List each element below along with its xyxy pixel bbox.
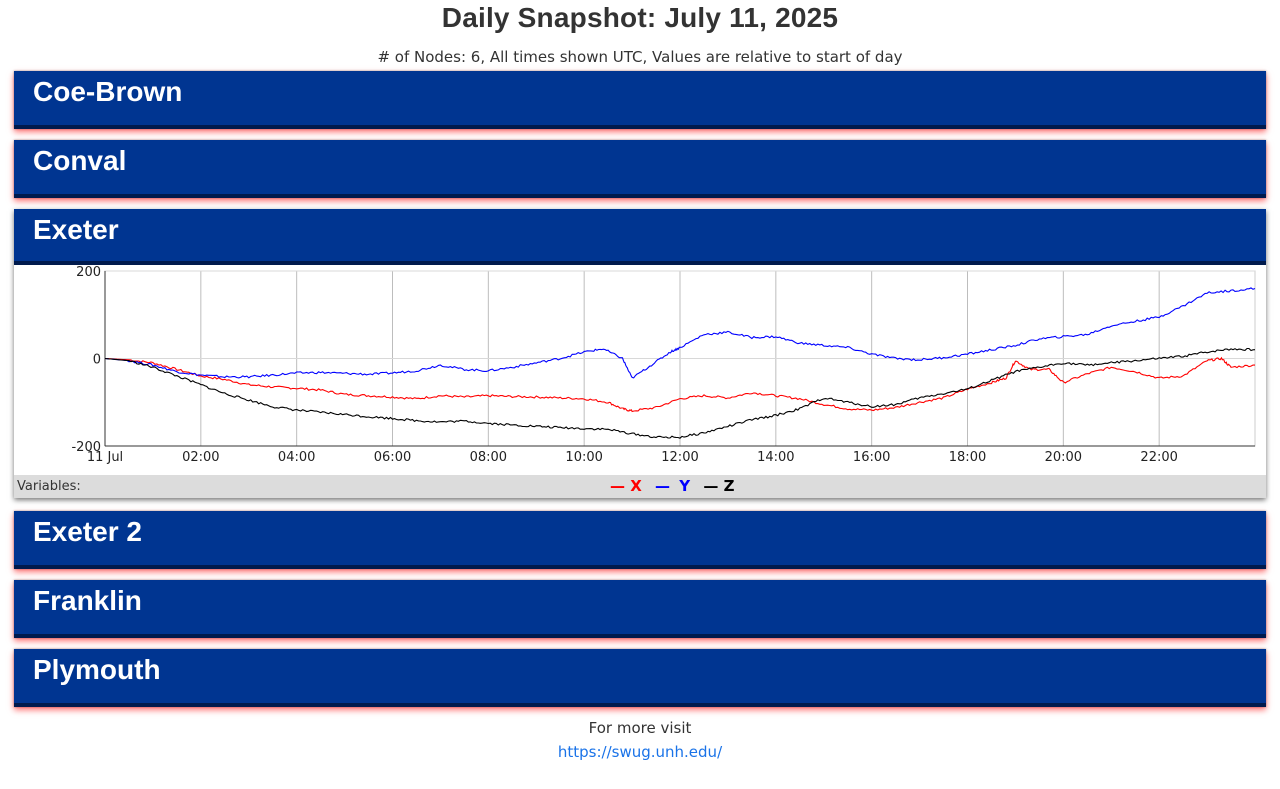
- variables-label: Variables:: [17, 479, 81, 494]
- node-panel-exeter-expanded: Exeter 200 0 -200 11 Jul 02:00 04:00 06:00 08:0…: [14, 209, 1266, 498]
- x-tick-label: 22:00: [1140, 450, 1177, 465]
- x-tick-label: 20:00: [1045, 450, 1082, 465]
- node-header-exeter[interactable]: Exeter: [14, 209, 1266, 265]
- x-tick-label: 11 Jul: [87, 450, 123, 465]
- legend-item-y[interactable]: — Y: [655, 477, 691, 495]
- series-line-y: [104, 287, 1256, 379]
- x-tick-label: 12:00: [661, 450, 698, 465]
- x-tick-label: 08:00: [470, 450, 507, 465]
- footer-text: For more visit: [588, 719, 692, 737]
- legend: — X — Y — Z: [610, 477, 743, 495]
- node-panel-exeter-2[interactable]: Exeter 2: [14, 511, 1266, 569]
- legend-item-z[interactable]: — Z: [703, 477, 735, 495]
- x-tick-label: 02:00: [182, 450, 219, 465]
- series-line-z: [104, 347, 1256, 439]
- node-name: Conval: [33, 145, 127, 176]
- series-line-x: [104, 356, 1256, 413]
- node-panel-plymouth[interactable]: Plymouth: [14, 649, 1266, 707]
- page-title: Daily Snapshot: July 11, 2025: [441, 2, 839, 33]
- y-tick-label: -200: [71, 440, 101, 455]
- x-tick-label: 04:00: [278, 450, 315, 465]
- node-name: Plymouth: [33, 654, 161, 685]
- y-tick-label: 200: [76, 265, 101, 280]
- footer-link[interactable]: https://swug.unh.edu/: [557, 743, 723, 761]
- node-name: Exeter 2: [33, 516, 142, 547]
- y-tick-label: 0: [93, 353, 101, 368]
- variables-bar: Variables: — X — Y — Z: [14, 475, 1266, 498]
- node-panel-franklin[interactable]: Franklin: [14, 580, 1266, 638]
- node-name: Coe-Brown: [33, 76, 183, 107]
- x-tick-label: 18:00: [949, 450, 986, 465]
- x-tick-label: 14:00: [757, 450, 794, 465]
- x-tick-label: 06:00: [374, 450, 411, 465]
- page-subtitle: # of Nodes: 6, All times shown UTC, Valu…: [377, 48, 903, 66]
- legend-item-x[interactable]: — X: [610, 477, 642, 495]
- node-panel-conval[interactable]: Conval: [14, 140, 1266, 198]
- x-tick-label: 16:00: [853, 450, 890, 465]
- x-tick-label: 10:00: [565, 450, 602, 465]
- node-name: Exeter: [33, 214, 119, 245]
- node-panel-coe-brown[interactable]: Coe-Brown: [14, 71, 1266, 129]
- node-name: Franklin: [33, 585, 142, 616]
